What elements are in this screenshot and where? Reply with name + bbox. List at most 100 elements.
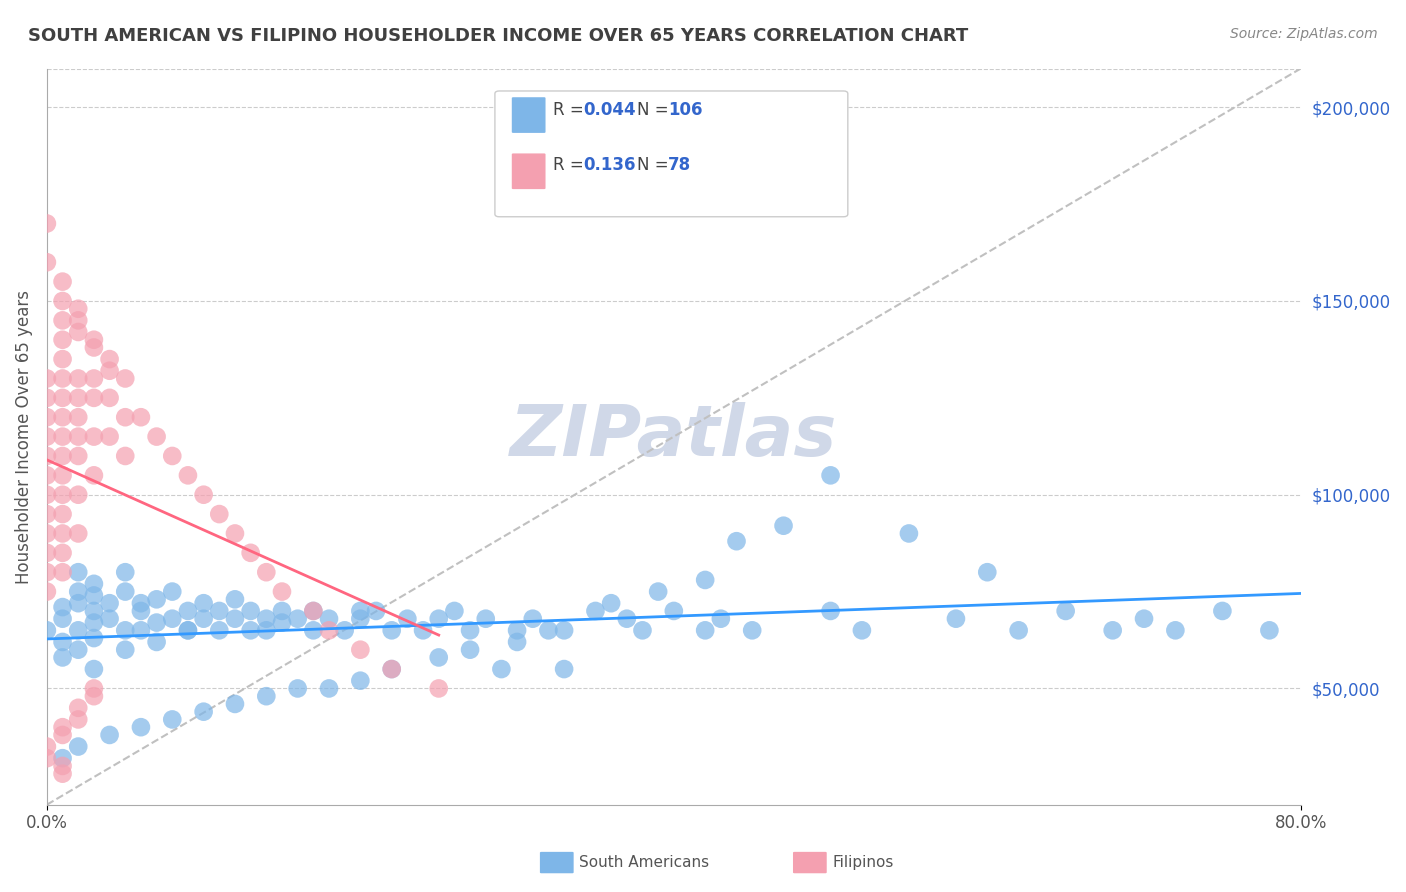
Point (193, 596, 215, 610)
Point (83, 631, 105, 645)
Point (208, 604, 231, 618)
Point (98, 364, 121, 378)
Text: N =: N = (637, 101, 673, 119)
Point (35, 371, 58, 385)
Point (51, 759, 73, 773)
Point (725, 534, 748, 549)
Point (349, 604, 371, 618)
Point (1054, 604, 1077, 618)
Point (83, 689, 105, 703)
Point (254, 689, 277, 703)
Point (51, 751, 73, 765)
Point (381, 662, 404, 676)
Point (35, 751, 58, 765)
Text: 78: 78 (668, 156, 690, 174)
Point (35, 429, 58, 443)
Point (287, 612, 309, 626)
Point (51, 333, 73, 347)
Point (35, 488, 58, 502)
Point (35, 739, 58, 754)
Point (1007, 624, 1029, 638)
Point (51, 600, 73, 615)
Point (239, 624, 262, 638)
Point (616, 612, 638, 626)
Point (631, 624, 654, 638)
Point (695, 624, 717, 638)
Point (193, 488, 215, 502)
Point (114, 371, 136, 385)
Point (271, 615, 294, 630)
Text: N =: N = (637, 156, 673, 174)
Point (51, 352, 73, 367)
Point (193, 705, 215, 719)
Point (51, 526, 73, 541)
Point (820, 468, 842, 483)
Point (349, 673, 371, 688)
Point (412, 624, 434, 638)
Point (318, 681, 340, 696)
Point (318, 612, 340, 626)
Point (98, 391, 121, 405)
Point (83, 589, 105, 603)
Point (51, 468, 73, 483)
Point (67, 301, 90, 316)
Point (976, 565, 998, 579)
Point (897, 526, 920, 541)
Point (443, 604, 465, 618)
Point (474, 612, 496, 626)
Point (67, 488, 90, 502)
Point (600, 596, 623, 610)
Text: ZIPatlas: ZIPatlas (510, 402, 838, 471)
Point (67, 410, 90, 425)
Point (114, 624, 136, 638)
Point (287, 681, 309, 696)
Point (1258, 624, 1281, 638)
Point (51, 275, 73, 289)
Point (83, 577, 105, 591)
Point (67, 584, 90, 599)
Point (302, 604, 325, 618)
Point (67, 565, 90, 579)
Point (67, 713, 90, 727)
Point (177, 604, 200, 618)
Point (83, 341, 105, 355)
Point (177, 468, 200, 483)
Point (114, 584, 136, 599)
Point (67, 371, 90, 385)
Point (67, 449, 90, 463)
Point (851, 624, 873, 638)
Point (945, 612, 967, 626)
Point (254, 612, 277, 626)
Point (427, 681, 450, 696)
Point (162, 612, 184, 626)
Point (224, 697, 246, 711)
Point (98, 352, 121, 367)
Point (51, 635, 73, 649)
Point (35, 449, 58, 463)
Text: South Americans: South Americans (579, 855, 710, 870)
Point (427, 612, 450, 626)
Point (35, 546, 58, 560)
Point (114, 565, 136, 579)
Point (51, 313, 73, 327)
Text: R =: R = (553, 156, 589, 174)
Point (506, 635, 529, 649)
Point (129, 624, 152, 638)
Point (35, 584, 58, 599)
Point (239, 546, 262, 560)
Point (318, 624, 340, 638)
Point (145, 429, 167, 443)
Point (302, 604, 325, 618)
Point (522, 612, 544, 626)
Point (35, 624, 58, 638)
Text: 106: 106 (668, 101, 703, 119)
Point (381, 662, 404, 676)
Point (364, 604, 387, 618)
Point (553, 624, 575, 638)
Point (35, 507, 58, 521)
Text: SOUTH AMERICAN VS FILIPINO HOUSEHOLDER INCOME OVER 65 YEARS CORRELATION CHART: SOUTH AMERICAN VS FILIPINO HOUSEHOLDER I… (28, 27, 969, 45)
Text: Filipinos: Filipinos (832, 855, 894, 870)
Text: 0.044: 0.044 (583, 101, 636, 119)
Point (83, 604, 105, 618)
Point (67, 642, 90, 657)
